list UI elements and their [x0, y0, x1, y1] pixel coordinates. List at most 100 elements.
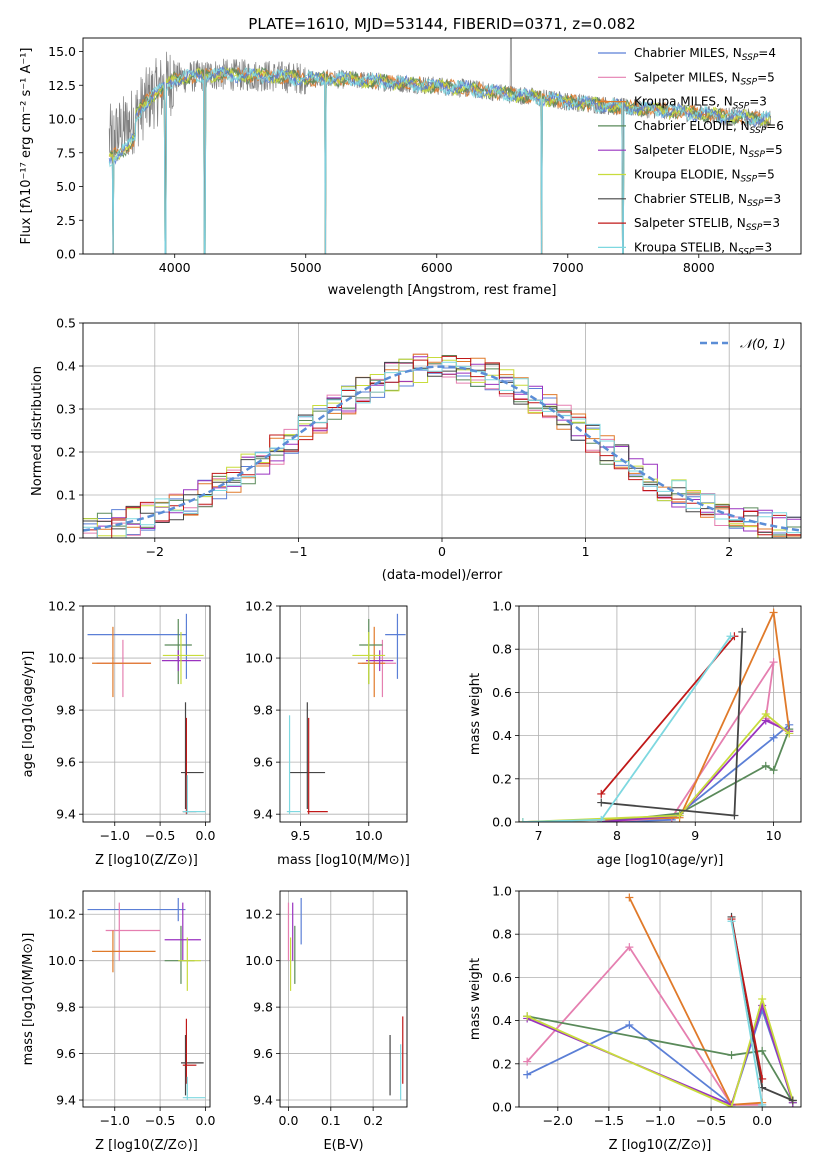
plot-area	[523, 893, 797, 1107]
y-tick-label: 0.6	[492, 685, 512, 700]
x-axis-label: Z [log10(Z/Z⊙)]	[95, 1138, 198, 1153]
legend-nssp: =4	[758, 46, 776, 60]
y-tick-label: 1.0	[492, 884, 512, 899]
y-tick-label: 9.6	[56, 1046, 76, 1061]
axes-frame	[279, 890, 408, 1108]
weight-point-marker	[727, 1103, 736, 1107]
y-tick-label: 0.0	[56, 531, 76, 546]
y-tick-label: 0.1	[56, 488, 76, 503]
legend-label: Salpeter STELIB, NSSP=3	[634, 216, 780, 233]
y-tick-label: 0.0	[492, 1100, 512, 1115]
legend-sep: , N	[729, 216, 746, 230]
error-bar-point	[385, 613, 406, 679]
legend-entry: Salpeter STELIB, NSSP=3	[598, 216, 780, 233]
y-tick-label: 9.6	[56, 755, 76, 770]
spectrum-model-line	[108, 66, 771, 254]
x-tick-label: 1	[582, 544, 590, 559]
legend-entry: Kroupa MILES, NSSP=3	[598, 95, 767, 112]
y-tick-label: 9.6	[253, 1046, 273, 1061]
error-bar-point	[182, 1076, 206, 1101]
legend-subscript: SSP	[741, 77, 758, 87]
panel-residuals: −2 −1 0 1 2 0.0 0.1 0.2 0.3 0.4 0.5 𝒩(0, 1) (data-mo…	[30, 316, 802, 583]
y-tick-label: 0.2	[56, 445, 76, 460]
weight-point-marker	[726, 632, 735, 641]
weight-point-marker	[769, 766, 778, 775]
y-tick-label: 9.8	[253, 1000, 273, 1015]
x-tick-label: 8000	[683, 260, 715, 275]
x-tick-label: 4000	[159, 260, 191, 275]
weight-point-marker	[758, 1046, 767, 1055]
legend-nssp: =5	[757, 168, 775, 182]
error-bar-point	[178, 937, 201, 991]
weight-series-line	[526, 995, 794, 1107]
y-tick-label: 0.6	[492, 970, 512, 985]
weight-point-marker	[785, 729, 794, 738]
y-tick-label: 0.0	[492, 815, 512, 830]
weight-series	[727, 917, 767, 1107]
y-tick-label: 10.0	[48, 112, 76, 127]
x-axis-label: Z [log10(Z/Z⊙)]	[609, 1138, 712, 1153]
y-tick-label: 10.2	[48, 907, 76, 922]
plot-area	[87, 613, 206, 815]
plot-area	[286, 613, 406, 815]
y-tick-label: 0.2	[492, 771, 512, 786]
y-tick-label: 0.5	[56, 316, 76, 331]
y-tick-label: 9.8	[56, 703, 76, 718]
axes-frame	[518, 605, 802, 823]
plot-area	[83, 353, 801, 538]
error-bar-point	[286, 715, 301, 815]
normal-reference-curve	[83, 365, 801, 532]
y-tick-label: 0.2	[492, 1056, 512, 1071]
weight-point-marker	[675, 811, 684, 820]
y-axis-label: Flux [fλ10⁻¹⁷ erg cm⁻² s⁻¹ A⁻¹]	[19, 48, 34, 245]
legend-subscript: SSP	[746, 223, 763, 233]
legend-label: Chabrier MILES, NSSP=4	[634, 46, 776, 63]
error-bar-point	[92, 930, 156, 973]
error-bar-point	[92, 626, 152, 698]
error-bar-point	[182, 775, 206, 815]
y-tick-label: 9.4	[56, 1093, 76, 1108]
x-tick-label: −0.5	[696, 1113, 726, 1128]
weight-point-marker	[769, 658, 778, 667]
x-tick-label: 2	[725, 544, 733, 559]
legend-subscript: SSP	[750, 126, 767, 136]
legend-entry: Chabrier MILES, NSSP=4	[598, 46, 776, 63]
error-bar-point	[307, 717, 328, 815]
weight-point-marker	[758, 995, 767, 1003]
legend-nssp: =3	[762, 216, 780, 230]
legend-entry: Chabrier STELIB, NSSP=3	[598, 192, 781, 209]
x-tick-label: 7	[535, 828, 543, 843]
y-tick-label: 0.4	[56, 359, 76, 374]
x-tick-label: 0.0	[752, 1113, 772, 1128]
weight-point-marker	[523, 1012, 532, 1021]
legend-sep: , N	[721, 240, 738, 254]
error-bar-point	[87, 897, 186, 922]
y-axis-label: Normed distribution	[30, 366, 45, 496]
y-tick-label: 9.8	[56, 1000, 76, 1015]
x-tick-label: 9	[691, 828, 699, 843]
x-tick-label: −1.5	[594, 1113, 624, 1128]
weight-point-marker	[769, 608, 778, 617]
legend-entry: Kroupa ELODIE, NSSP=5	[598, 168, 775, 185]
plot-area	[519, 608, 794, 822]
weight-point-marker	[523, 1057, 532, 1066]
weight-point-marker	[738, 627, 747, 636]
y-tick-label: 10.2	[245, 599, 273, 614]
legend-nssp: =3	[754, 240, 772, 254]
weight-point-marker	[727, 1051, 736, 1060]
x-tick-label: 0.2	[363, 1113, 383, 1128]
x-tick-label: 0.0	[279, 1113, 299, 1128]
legend-label: Chabrier ELODIE, NSSP=6	[634, 119, 784, 136]
x-tick-label: 7000	[552, 260, 584, 275]
weight-point-marker	[727, 917, 736, 926]
weight-point-marker	[625, 1020, 634, 1029]
x-tick-label: −1.0	[100, 1113, 130, 1128]
y-tick-label: 9.4	[56, 807, 76, 822]
legend-sep: , N	[732, 143, 749, 157]
x-tick-label: 0.0	[196, 1113, 216, 1128]
weight-point-marker	[597, 815, 606, 822]
error-bar-point	[352, 632, 386, 685]
panel-weight-vs-Z: −2.0 −1.5 −1.0 −0.5 0.0 0.0 0.2 0.4 0.6 0.8 1.0 Z […	[468, 884, 802, 1153]
legend-subscript: SSP	[741, 175, 758, 185]
legend-sep: , N	[730, 192, 747, 206]
